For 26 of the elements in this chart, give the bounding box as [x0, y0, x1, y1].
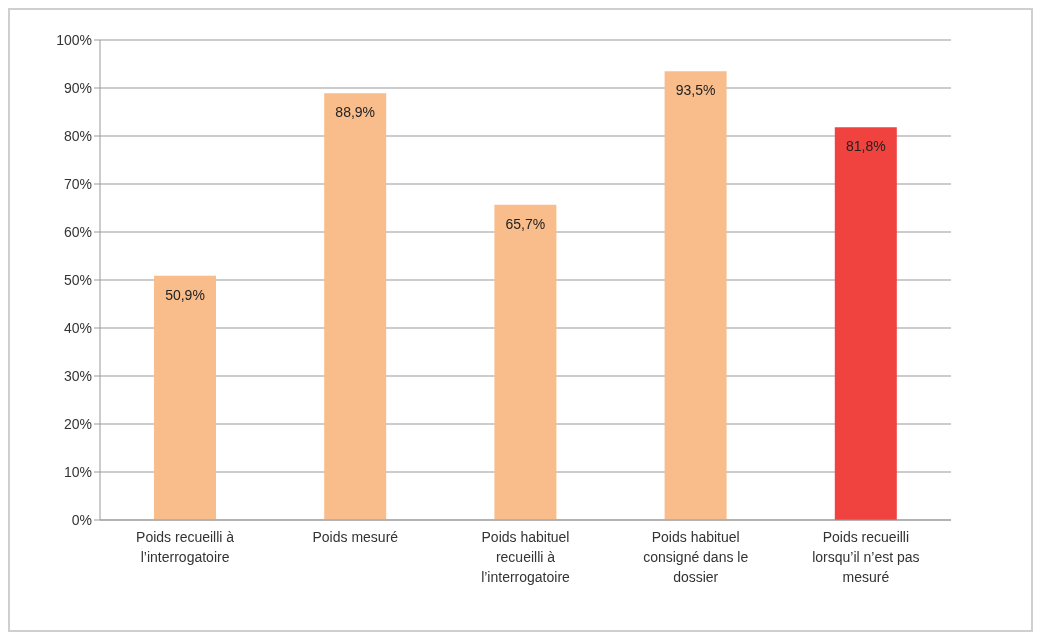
x-tick-label: Poids mesuré [312, 529, 399, 545]
bar [494, 204, 557, 520]
y-tick-label: 60% [63, 223, 92, 240]
data-label: 93,5% [675, 82, 716, 99]
data-label: 50,9% [165, 286, 205, 303]
y-tick-label: 50% [63, 271, 92, 288]
y-tick-label: 70% [63, 175, 92, 192]
x-tick-label: Poids habituel consigné dans le dossier [643, 529, 749, 585]
data-label: 65,7% [505, 215, 546, 232]
x-tick-label: Poids recueilli lorsqu’il n’est pas mesuré [812, 529, 920, 585]
y-tick-label: 80% [63, 127, 92, 144]
bar [834, 127, 897, 520]
y-tick-label: 30% [63, 367, 92, 384]
y-tick-label: 20% [63, 415, 92, 432]
bar [154, 275, 216, 520]
bar [664, 71, 727, 520]
y-tick-label: 40% [63, 319, 92, 336]
y-tick-label: 10% [63, 463, 92, 480]
data-label: 88,9% [335, 104, 376, 121]
data-label: 81,8% [845, 138, 886, 155]
bar [324, 93, 387, 520]
y-tick-label: 100% [56, 31, 92, 48]
x-tick-label: Poids recueilli à l’interrogatoire [136, 529, 235, 565]
y-tick-label: 0% [71, 511, 92, 528]
x-tick-label: Poids habituel recueilli à l’interrogatoire [481, 529, 571, 585]
y-tick-label: 90% [63, 79, 92, 96]
